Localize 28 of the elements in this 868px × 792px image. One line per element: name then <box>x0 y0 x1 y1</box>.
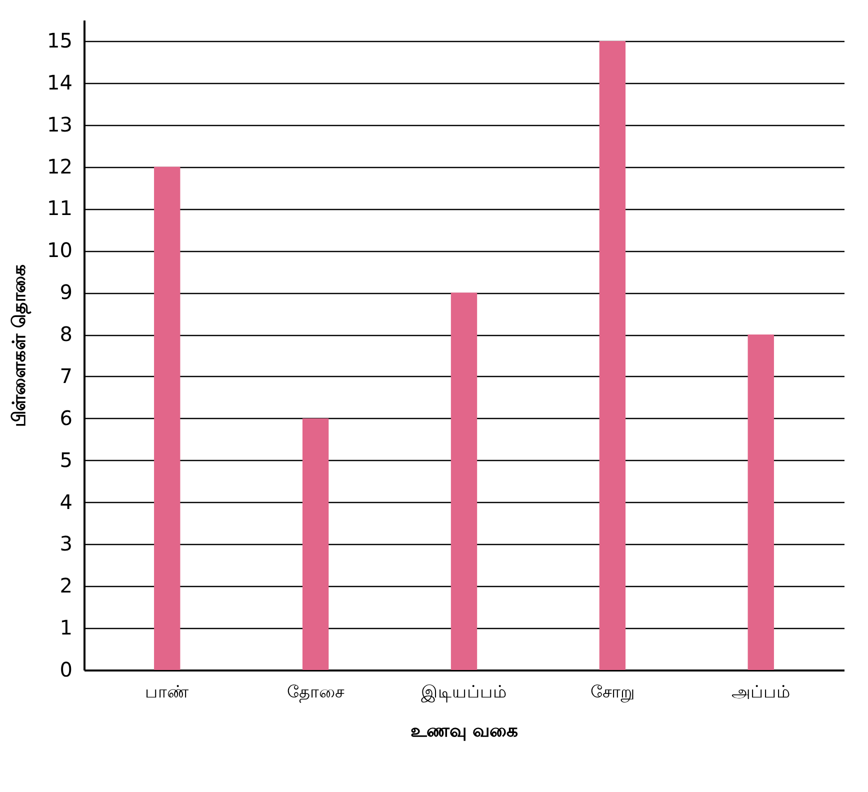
y-tick-label: 5 <box>60 448 72 472</box>
y-tick-label: 15 <box>47 28 72 52</box>
y-tick-label: 8 <box>60 322 72 346</box>
y-axis-title: பிள்ளைகள் தொகை <box>9 264 32 428</box>
y-tick-label: 6 <box>60 406 72 430</box>
y-tick-label: 12 <box>47 154 72 178</box>
y-tick-label: 4 <box>60 490 72 514</box>
bar <box>450 292 478 670</box>
x-tick-label: சோறு <box>590 682 634 702</box>
y-tick-label: 9 <box>60 280 72 304</box>
x-tick-label: இடியப்பம் <box>421 682 507 702</box>
bar <box>599 40 626 670</box>
bar <box>154 166 180 670</box>
y-tick-label: 0 <box>60 658 72 682</box>
x-axis-title: உணவு வகை <box>410 720 519 742</box>
bar <box>302 418 329 670</box>
x-tick-label: தோசை <box>287 682 346 702</box>
y-tick-label: 11 <box>47 196 72 220</box>
bar <box>748 334 774 670</box>
y-tick-label: 7 <box>60 364 72 388</box>
y-tick-label: 14 <box>47 70 72 94</box>
y-tick-label: 3 <box>60 532 72 556</box>
y-tick-label: 2 <box>60 574 72 598</box>
x-tick-label: பாண் <box>145 682 190 702</box>
y-tick-label: 13 <box>47 112 72 136</box>
x-tick-label: அப்பம் <box>731 682 790 702</box>
y-tick-label: 1 <box>60 616 72 640</box>
y-tick-label: 10 <box>47 238 72 262</box>
